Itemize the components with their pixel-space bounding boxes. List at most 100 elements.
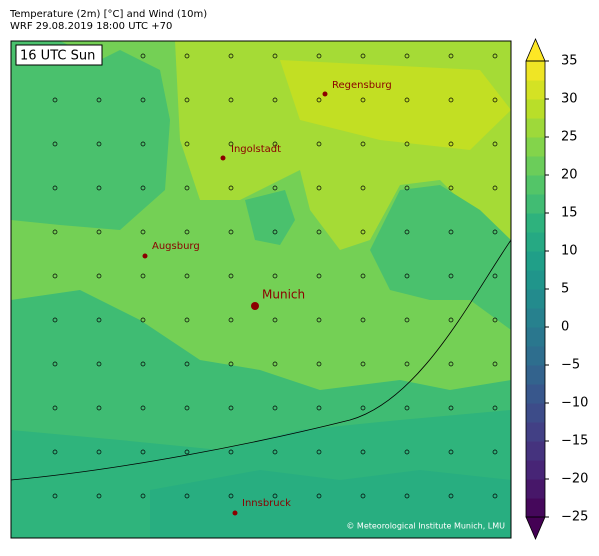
wind-station xyxy=(448,97,454,103)
wind-station xyxy=(184,185,190,191)
colorbar-extend xyxy=(525,516,546,541)
colorbar-band xyxy=(526,213,545,233)
wind-station xyxy=(272,185,278,191)
wind-station xyxy=(52,273,58,279)
wind-station xyxy=(184,449,190,455)
colorbar-band xyxy=(526,498,545,518)
wind-station xyxy=(492,97,498,103)
colorbar-band xyxy=(526,441,545,461)
wind-station xyxy=(96,141,102,147)
wind-station xyxy=(140,53,146,59)
wind-station xyxy=(360,273,366,279)
wind-station xyxy=(184,141,190,147)
wind-station xyxy=(492,185,498,191)
wind-station xyxy=(272,273,278,279)
wind-station xyxy=(52,229,58,235)
time-box xyxy=(15,44,103,66)
colorbar-tick-label: −15 xyxy=(561,434,588,449)
city-label: Augsburg xyxy=(152,241,200,252)
colorbar-tick-label: 15 xyxy=(561,206,578,221)
colorbar-band xyxy=(526,289,545,309)
wind-station xyxy=(272,229,278,235)
wind-station xyxy=(140,405,146,411)
wind-station xyxy=(448,53,454,59)
wind-station xyxy=(96,97,102,103)
colorbar-band xyxy=(526,194,545,214)
wind-station xyxy=(404,405,410,411)
wind-station xyxy=(316,53,322,59)
wind-station xyxy=(228,141,234,147)
colorbar-tick-label: 10 xyxy=(561,244,578,259)
city-dot xyxy=(251,302,259,310)
colorbar-extend xyxy=(525,37,546,62)
wind-station xyxy=(52,449,58,455)
wind-station xyxy=(228,53,234,59)
copyright: © Meteorological Institute Munich, LMU xyxy=(346,522,505,531)
wind-station xyxy=(140,361,146,367)
wind-station xyxy=(140,317,146,323)
wind-station xyxy=(448,273,454,279)
wind-station xyxy=(492,493,498,499)
wind-station xyxy=(140,141,146,147)
colorbar-band xyxy=(526,270,545,290)
wind-station xyxy=(404,229,410,235)
colorbar-band xyxy=(526,346,545,366)
wind-station xyxy=(492,317,498,323)
wind-station xyxy=(228,449,234,455)
wind-station xyxy=(360,185,366,191)
colorbar-tick-label: 25 xyxy=(561,130,578,145)
wind-station xyxy=(272,97,278,103)
wind-station xyxy=(272,361,278,367)
colorbar-tick-label: −5 xyxy=(561,358,580,373)
colorbar-band xyxy=(526,232,545,252)
wind-station xyxy=(360,97,366,103)
wind-station xyxy=(316,361,322,367)
wind-station xyxy=(492,273,498,279)
wind-station xyxy=(96,405,102,411)
wind-station xyxy=(272,141,278,147)
city-dot xyxy=(232,510,238,516)
colorbar-tick-label: 20 xyxy=(561,168,578,183)
wind-station xyxy=(360,405,366,411)
wind-station xyxy=(96,361,102,367)
wind-station xyxy=(360,141,366,147)
wind-station xyxy=(96,317,102,323)
wind-station xyxy=(404,141,410,147)
wind-station xyxy=(492,141,498,147)
wind-station xyxy=(448,361,454,367)
wind-station xyxy=(404,97,410,103)
wind-station xyxy=(52,361,58,367)
colorbar-band xyxy=(526,308,545,328)
colorbar-band xyxy=(526,99,545,119)
wind-station xyxy=(360,229,366,235)
wind-station xyxy=(272,493,278,499)
wind-station xyxy=(184,405,190,411)
wind-station xyxy=(316,273,322,279)
colorbar-band xyxy=(526,479,545,499)
colorbar-band xyxy=(526,61,545,81)
time-label: 16 UTC Sun xyxy=(20,49,95,64)
wind-station xyxy=(360,493,366,499)
city-label: Munich xyxy=(262,288,305,302)
wind-station xyxy=(272,53,278,59)
colorbar-band xyxy=(526,80,545,100)
colorbar-band xyxy=(526,403,545,423)
wind-station xyxy=(140,229,146,235)
wind-station xyxy=(360,449,366,455)
wind-station xyxy=(448,141,454,147)
wind-station xyxy=(52,493,58,499)
colorbar-band xyxy=(526,384,545,404)
wind-station xyxy=(184,493,190,499)
wind-station xyxy=(228,361,234,367)
temperature-field xyxy=(11,41,511,538)
colorbar-tick-label: 0 xyxy=(561,320,569,335)
wind-station xyxy=(184,317,190,323)
wind-station xyxy=(140,185,146,191)
wind-station xyxy=(448,405,454,411)
wind-station xyxy=(52,185,58,191)
wind-station xyxy=(316,141,322,147)
wind-station xyxy=(360,53,366,59)
colorbar-band xyxy=(526,118,545,138)
wind-station xyxy=(492,449,498,455)
colorbar-tick-label: 30 xyxy=(561,92,578,107)
